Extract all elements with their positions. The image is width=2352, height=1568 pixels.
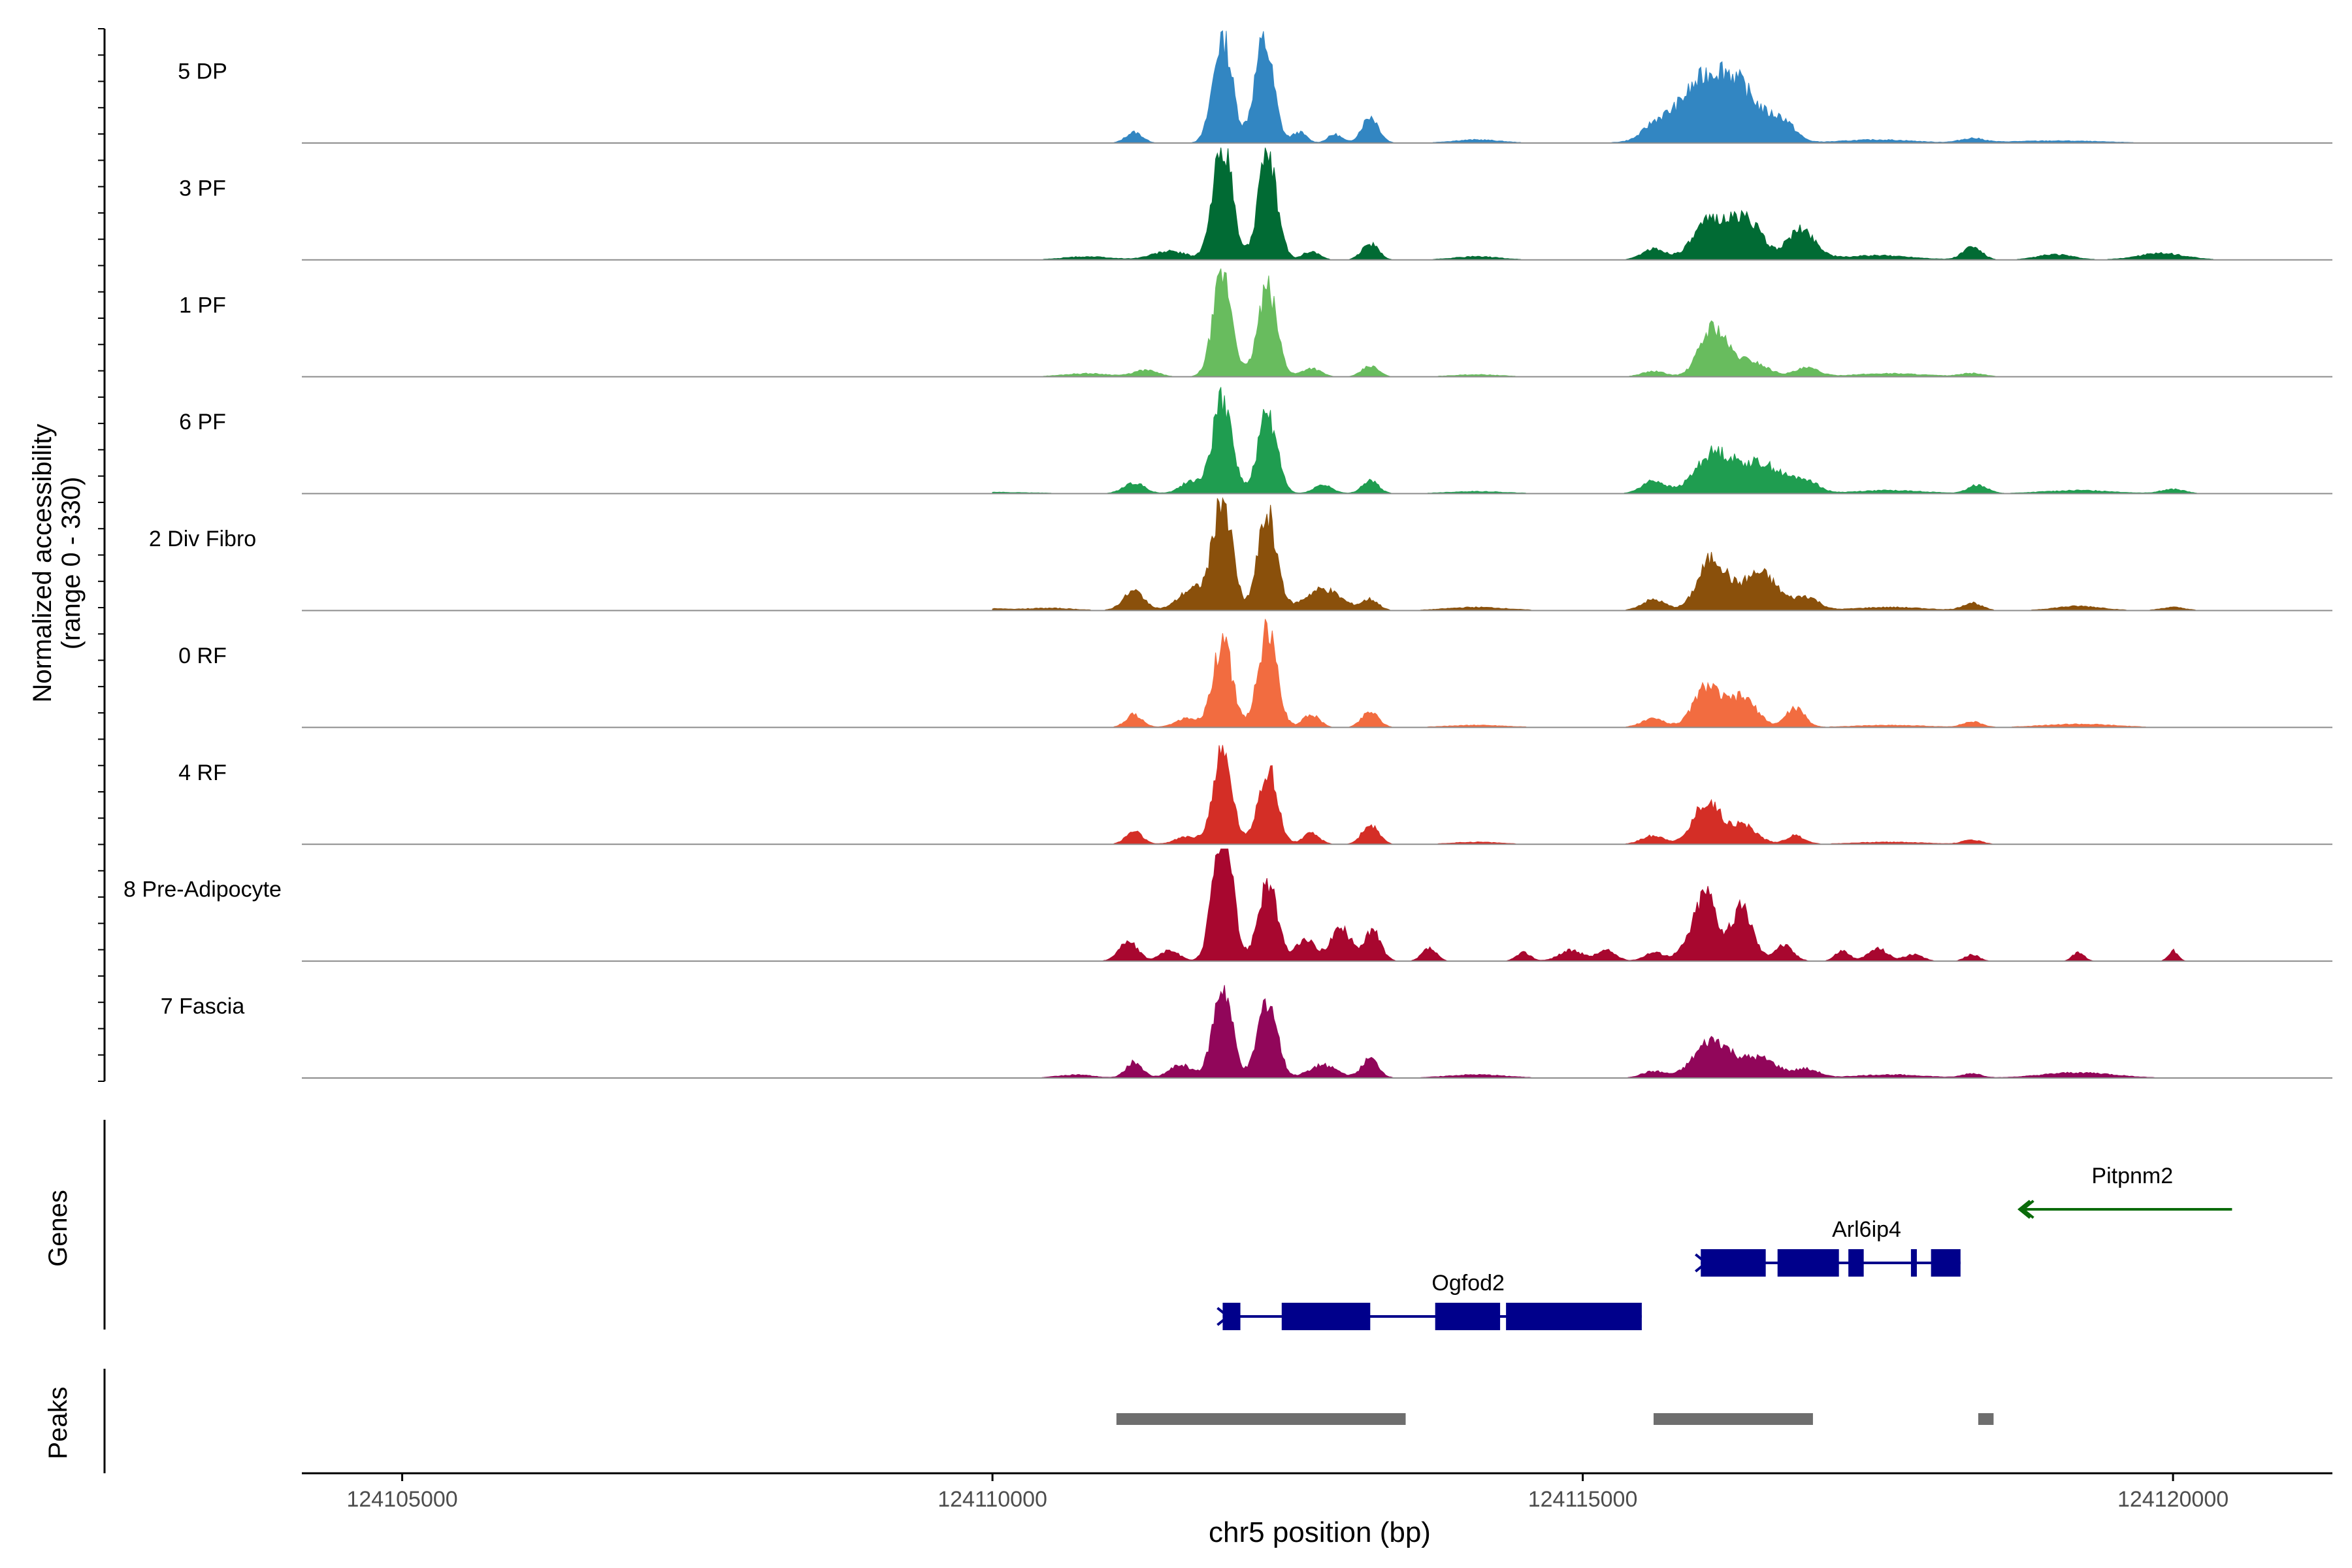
x-axis: 124105000 124110000 124115000 124120000 <box>302 1472 2332 1512</box>
track-3-pf: 3 PF <box>179 147 2332 261</box>
track-7-fascia: 7 Fascia <box>161 985 2332 1079</box>
coverage-area <box>992 147 2232 261</box>
track-label: 4 RF <box>178 760 227 785</box>
gene-label: Ogfod2 <box>1431 1271 1505 1296</box>
gene-arl6ip4: Arl6ip4 <box>1695 1217 1961 1277</box>
genes-panel-label: Genes <box>44 1190 73 1267</box>
strand-arrow <box>1217 1307 1230 1326</box>
track-label: 2 Div Fibro <box>149 527 256 551</box>
track-label: 3 PF <box>179 176 226 201</box>
track-1-pf: 1 PF <box>179 268 2332 378</box>
gene-exon <box>1281 1303 1371 1330</box>
track-label: 5 DP <box>178 59 227 84</box>
gene-label: Arl6ip4 <box>1832 1217 1901 1242</box>
gene-pitpnm2: Pitpnm2 <box>2017 1164 2232 1219</box>
track-2-div-fibro: 2 Div Fibro <box>149 497 2332 612</box>
gene-annotations: Pitpnm2 Arl6ip4 Ogfod2 <box>103 1120 2232 1330</box>
gene-exon <box>1777 1249 1839 1277</box>
gene-exon <box>1701 1249 1766 1277</box>
peaks-panel-label: Peaks <box>44 1386 73 1459</box>
coverage-area <box>992 745 2232 845</box>
track-label: 7 Fascia <box>161 994 245 1019</box>
y-axis-label: Normalized accessibility <box>28 424 57 703</box>
x-tick-label: 124110000 <box>938 1487 1047 1512</box>
peak-regions <box>103 1369 1994 1473</box>
track-8-pre-adipocyte: 8 Pre-Adipocyte <box>123 848 2332 962</box>
gene-exon <box>1222 1303 1241 1330</box>
coverage-area <box>992 985 2232 1079</box>
gene-exon <box>1931 1249 1961 1277</box>
track-label: 1 PF <box>179 293 226 318</box>
gene-exon <box>1848 1249 1864 1277</box>
gene-exon <box>1506 1303 1642 1330</box>
strand-arrow <box>1695 1253 1708 1273</box>
gene-exon <box>1910 1249 1917 1277</box>
x-tick-label: 124120000 <box>2117 1487 2229 1512</box>
gene-ogfod2: Ogfod2 <box>1217 1271 1642 1330</box>
strand-arrow <box>2017 1200 2031 1219</box>
track-label: 8 Pre-Adipocyte <box>123 877 282 902</box>
x-axis-label: chr5 position (bp) <box>1209 1516 1431 1548</box>
y-axis-range-label: (range 0 - 330) <box>57 477 86 650</box>
track-5-dp: 5 DP <box>178 30 2332 144</box>
coverage-tracks: 5 DP 3 PF 1 PF 6 PF 2 Div Fibro 0 RF 4 RF 8 Pre… <box>98 28 2332 1082</box>
track-label: 0 RF <box>178 644 227 668</box>
gene-label: Pitpnm2 <box>2091 1164 2173 1188</box>
track-label: 6 PF <box>179 410 226 434</box>
x-tick-label: 124105000 <box>346 1487 457 1512</box>
coverage-area <box>992 387 2232 495</box>
coverage-area <box>992 268 2232 378</box>
track-4-rf: 4 RF <box>178 745 2332 845</box>
x-tick-label: 124115000 <box>1528 1487 1638 1512</box>
strand-arrow <box>2021 1200 2034 1219</box>
track-0-rf: 0 RF <box>178 619 2332 728</box>
peak-region-bar <box>1116 1413 1406 1425</box>
coverage-area <box>992 848 2232 962</box>
peak-region-bar <box>1653 1413 1813 1425</box>
coverage-area <box>992 30 2232 144</box>
coverage-area <box>992 619 2232 728</box>
peak-region-bar <box>1978 1413 1994 1425</box>
coverage-area <box>992 497 2232 611</box>
gene-exon <box>1435 1303 1501 1330</box>
track-6-pf: 6 PF <box>179 387 2332 495</box>
